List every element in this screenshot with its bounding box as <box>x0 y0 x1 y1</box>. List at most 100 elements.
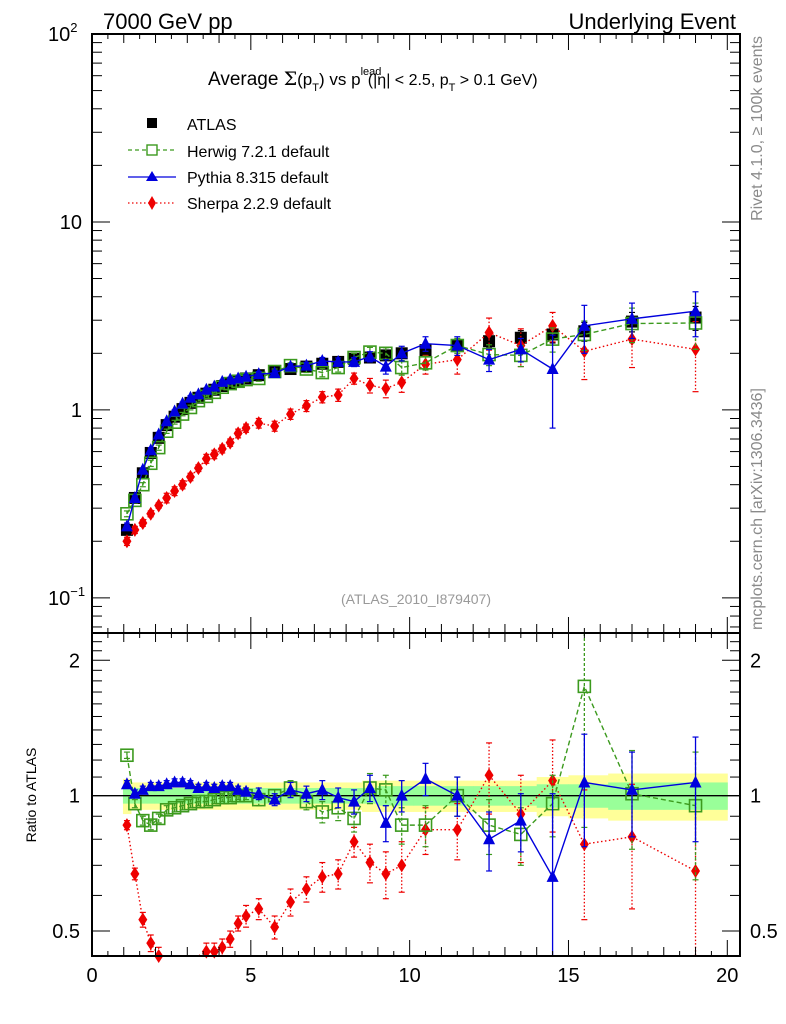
data-point <box>349 371 359 386</box>
data-point <box>160 414 173 427</box>
data-point <box>301 398 311 413</box>
data-point <box>484 768 494 783</box>
data-point <box>146 936 156 951</box>
series-ratio-pythia <box>120 733 702 957</box>
data-point <box>183 796 198 811</box>
legend-marker-pythia <box>146 171 158 181</box>
data-point <box>152 427 165 440</box>
data-point <box>452 822 462 837</box>
data-point <box>193 461 203 476</box>
header-right: Underlying Event <box>568 9 736 34</box>
data-point <box>578 318 591 331</box>
data-point <box>199 794 214 809</box>
data-point <box>315 365 330 380</box>
data-point <box>379 783 393 797</box>
data-point <box>191 794 206 809</box>
data-point <box>483 352 496 365</box>
data-point <box>284 359 297 372</box>
series-line-ratio-herwig <box>126 684 696 836</box>
data-point <box>300 358 313 371</box>
series-line-herwig <box>126 322 696 515</box>
data-point <box>254 901 264 916</box>
data-point <box>317 869 327 884</box>
data-point <box>332 354 345 367</box>
data-point <box>365 378 375 393</box>
header-left: 7000 GeV pp <box>103 9 233 34</box>
data-point <box>168 404 181 417</box>
data-point <box>216 779 229 792</box>
data-point <box>546 362 559 375</box>
legend-label-atlas: ATLAS <box>187 117 237 134</box>
data-point <box>136 477 150 492</box>
data-point <box>184 777 197 790</box>
data-point <box>240 784 253 797</box>
series-sherpa <box>122 311 701 549</box>
legend-marker-sherpa <box>148 196 156 210</box>
data-point <box>419 336 432 349</box>
x-tick-label: 5 <box>245 965 256 987</box>
data-point <box>397 858 407 873</box>
series-herwig <box>120 302 703 521</box>
data-point <box>397 375 407 390</box>
data-point <box>286 895 296 910</box>
data-point <box>120 519 133 532</box>
data-point <box>233 916 243 931</box>
data-point <box>136 462 149 475</box>
y-tick-label: 10−1 <box>48 584 85 610</box>
legend-label-pythia: Pythia 8.315 default <box>187 170 329 187</box>
data-point <box>120 748 134 763</box>
data-point <box>379 815 392 828</box>
series-atlas <box>120 305 702 536</box>
data-point <box>138 516 148 531</box>
data-point <box>241 421 251 436</box>
data-point <box>577 679 592 694</box>
data-point <box>225 932 235 947</box>
series-ratio-herwig <box>120 632 703 881</box>
data-point <box>144 779 157 792</box>
data-point <box>168 775 181 788</box>
data-point <box>170 484 180 499</box>
series-line-pythia <box>126 310 696 527</box>
data-point <box>128 490 141 503</box>
rivet-label: Rivet 4.1.0, ≥ 100k events <box>749 36 766 221</box>
data-point <box>514 342 527 355</box>
data-point <box>144 443 157 456</box>
data-point <box>483 832 496 845</box>
data-point <box>395 346 408 359</box>
legend-label-herwig: Herwig 7.2.1 default <box>187 144 330 161</box>
data-point <box>146 506 156 521</box>
data-point <box>418 818 433 832</box>
data-point <box>394 818 409 832</box>
series-ratio-sherpa <box>122 739 701 963</box>
data-point <box>546 869 559 882</box>
x-tick-label: 15 <box>557 965 579 987</box>
data-point <box>689 304 702 317</box>
y-tick-label: 10 <box>60 212 82 234</box>
data-point <box>178 477 188 492</box>
data-point <box>419 771 432 784</box>
data-point <box>363 349 376 362</box>
data-point <box>185 469 195 484</box>
data-point <box>332 790 345 803</box>
series-line-ratio-sherpa <box>126 774 696 957</box>
data-point <box>217 441 227 456</box>
data-point <box>233 426 243 441</box>
data-point <box>270 419 280 434</box>
data-point <box>691 863 701 878</box>
legend-item-sherpa: Sherpa 2.2.9 default <box>128 196 332 213</box>
ratio-frame <box>91 632 741 957</box>
y-tick-label: 2 <box>69 650 80 672</box>
main-title: Average Σ(pT) vs plead (|η| < 2.5, pT > … <box>208 66 538 94</box>
data-point <box>451 338 464 351</box>
legend-marker-herwig <box>146 144 158 156</box>
ratio-panel: 2 2 1 1 0.5 0.5 0 5 10 15 20 Ratio to ATLAS <box>23 632 778 987</box>
data-point <box>252 367 265 380</box>
data-point <box>209 447 219 462</box>
data-point <box>167 800 182 815</box>
y-tick-label: 1 <box>69 786 80 808</box>
data-point <box>689 775 702 788</box>
data-point <box>316 354 329 367</box>
series-pythia <box>120 291 702 532</box>
data-point <box>162 490 172 505</box>
main-panel: 102 10 1 10−1 Average Σ(pT) vs plead (|η| <… <box>48 20 741 634</box>
